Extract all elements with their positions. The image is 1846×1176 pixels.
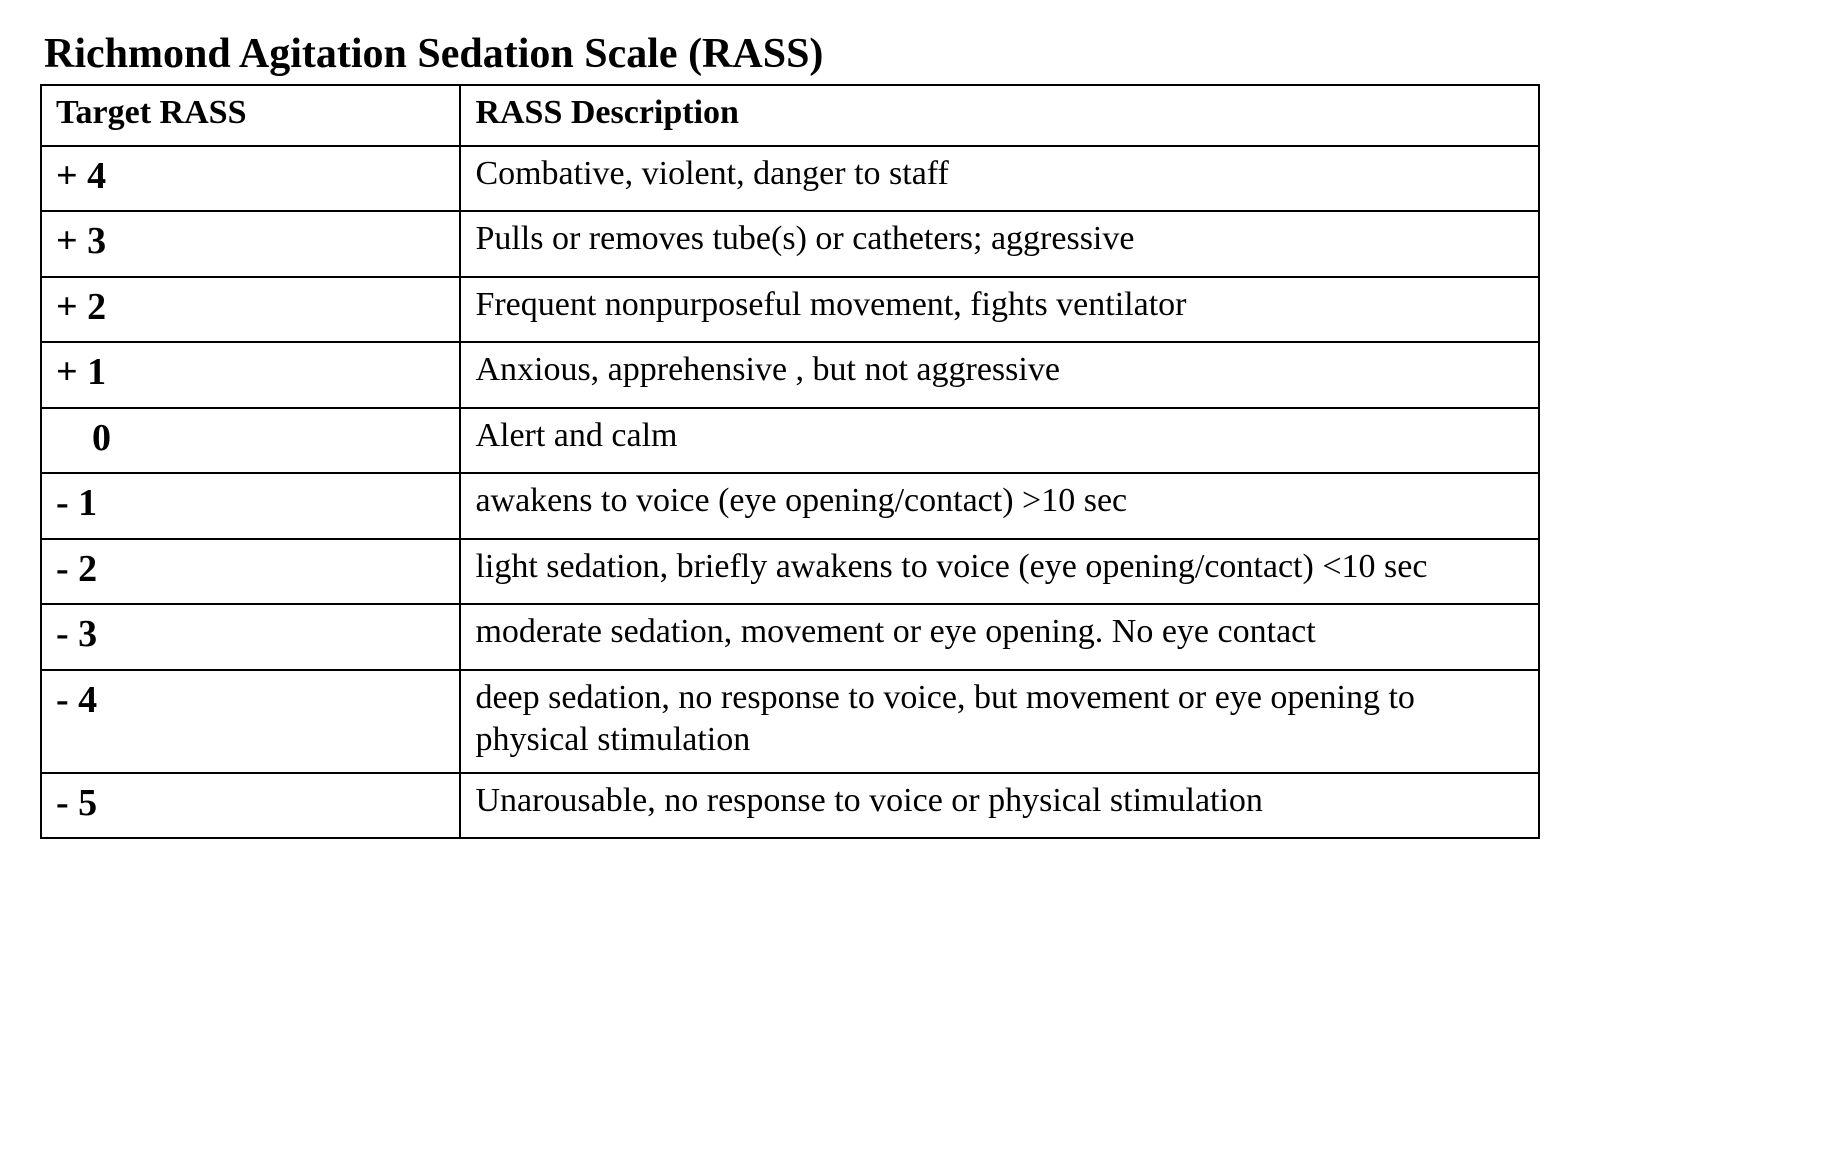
description-cell: light sedation, briefly awakens to voice…	[460, 539, 1539, 605]
score-cell: - 1	[41, 473, 460, 539]
table-row: + 3Pulls or removes tube(s) or catheters…	[41, 211, 1539, 277]
page-title: Richmond Agitation Sedation Scale (RASS)	[40, 30, 1806, 78]
description-cell: Anxious, apprehensive , but not aggressi…	[460, 342, 1539, 408]
rass-table-body: + 4Combative, violent, danger to staff+ …	[41, 146, 1539, 839]
table-row: 0Alert and calm	[41, 408, 1539, 474]
table-row: + 4Combative, violent, danger to staff	[41, 146, 1539, 212]
score-cell: + 4	[41, 146, 460, 212]
description-cell: Unarousable, no response to voice or phy…	[460, 773, 1539, 839]
table-row: - 5Unarousable, no response to voice or …	[41, 773, 1539, 839]
rass-table: Target RASS RASS Description + 4Combativ…	[40, 84, 1540, 839]
table-row: + 2Frequent nonpurposeful movement, figh…	[41, 277, 1539, 343]
table-row: - 4deep sedation, no response to voice, …	[41, 670, 1539, 773]
score-cell: + 1	[41, 342, 460, 408]
description-cell: deep sedation, no response to voice, but…	[460, 670, 1539, 773]
table-row: - 3moderate sedation, movement or eye op…	[41, 604, 1539, 670]
score-cell: + 2	[41, 277, 460, 343]
score-cell: - 2	[41, 539, 460, 605]
column-header-description: RASS Description	[460, 85, 1539, 146]
column-header-score: Target RASS	[41, 85, 460, 146]
description-cell: Pulls or removes tube(s) or catheters; a…	[460, 211, 1539, 277]
table-row: - 1awakens to voice (eye opening/contact…	[41, 473, 1539, 539]
score-cell: 0	[41, 408, 460, 474]
table-row: + 1Anxious, apprehensive , but not aggre…	[41, 342, 1539, 408]
description-cell: moderate sedation, movement or eye openi…	[460, 604, 1539, 670]
table-header-row: Target RASS RASS Description	[41, 85, 1539, 146]
description-cell: awakens to voice (eye opening/contact) >…	[460, 473, 1539, 539]
score-cell: - 4	[41, 670, 460, 773]
score-cell: - 3	[41, 604, 460, 670]
description-cell: Alert and calm	[460, 408, 1539, 474]
score-cell: - 5	[41, 773, 460, 839]
table-row: - 2light sedation, briefly awakens to vo…	[41, 539, 1539, 605]
score-cell: + 3	[41, 211, 460, 277]
description-cell: Frequent nonpurposeful movement, fights …	[460, 277, 1539, 343]
description-cell: Combative, violent, danger to staff	[460, 146, 1539, 212]
